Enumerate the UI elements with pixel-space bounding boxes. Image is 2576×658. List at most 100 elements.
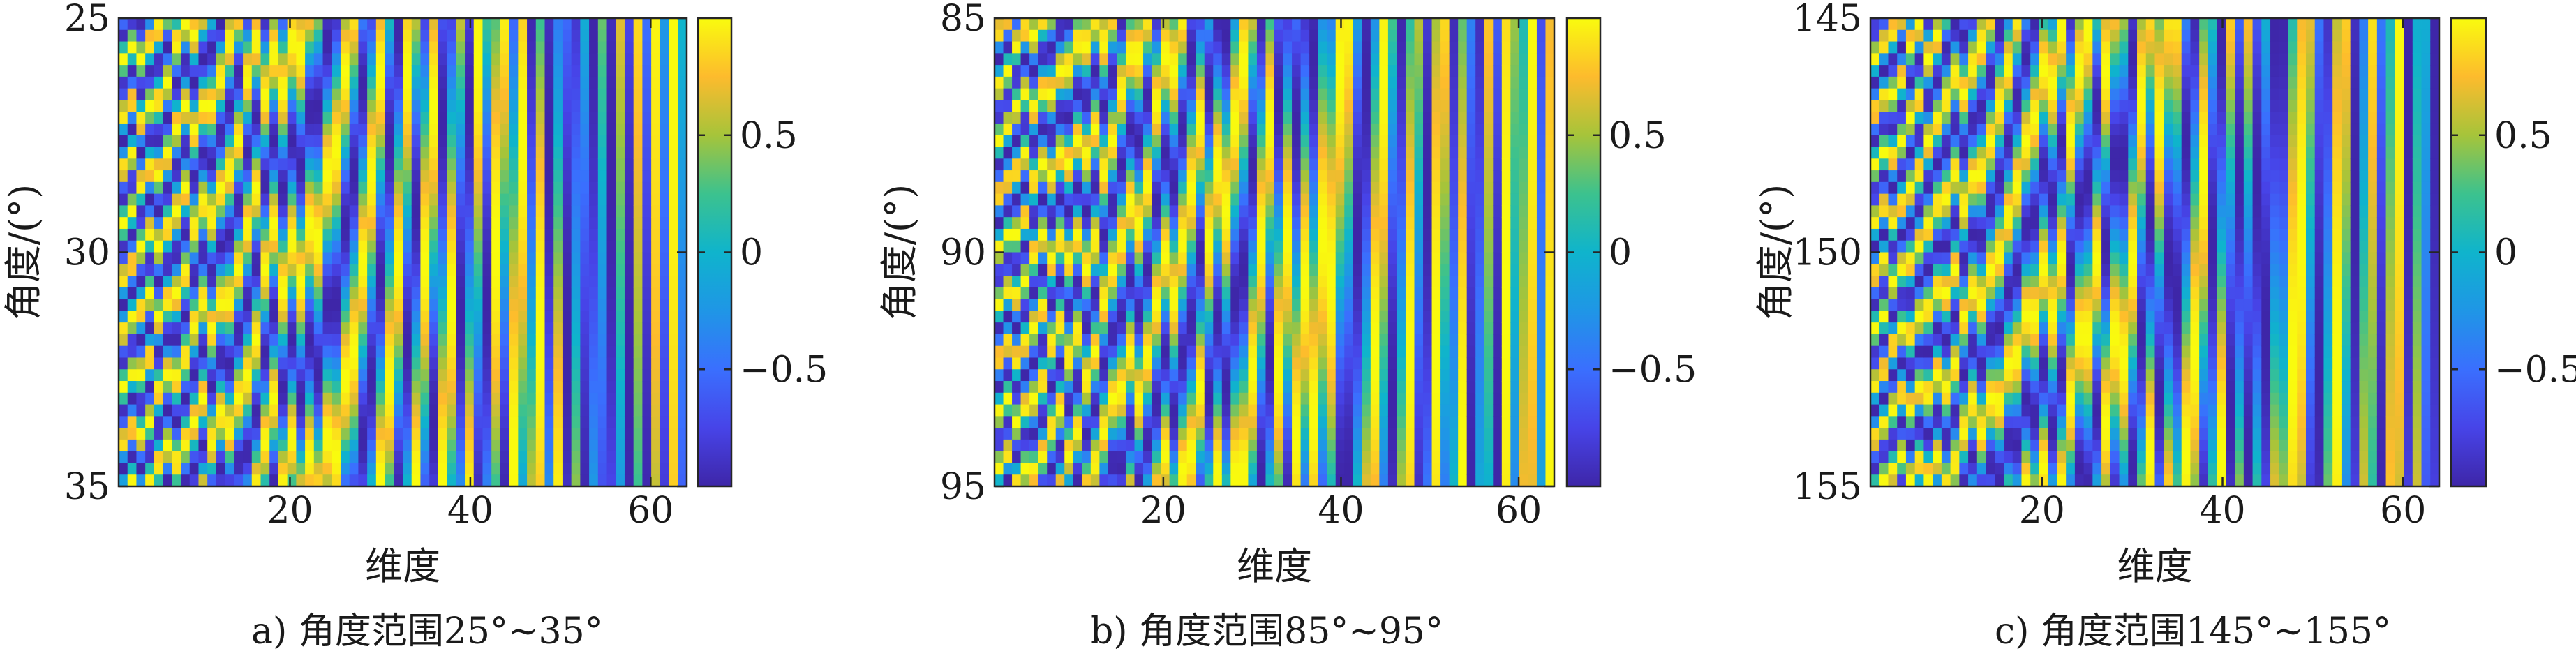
heatmap-cell	[1458, 474, 1468, 487]
heatmap-cell	[1020, 193, 1030, 207]
heatmap-cell	[473, 463, 484, 475]
heatmap-cell	[571, 311, 581, 323]
heatmap-cell	[1431, 311, 1441, 323]
heatmap-cell	[1405, 217, 1415, 230]
heatmap-cell	[1493, 439, 1503, 452]
heatmap-cell	[340, 404, 350, 417]
heatmap-cell	[544, 463, 554, 475]
heatmap-cell	[491, 147, 501, 159]
heatmap-cell	[1038, 123, 1048, 136]
heatmap-cell	[332, 147, 341, 159]
heatmap-cell	[349, 451, 359, 464]
heatmap-cell	[278, 334, 288, 347]
heatmap-cell	[429, 53, 439, 66]
heatmap-cell	[1370, 123, 1380, 136]
heatmap-cell	[1440, 439, 1450, 452]
heatmap-cell	[269, 18, 279, 31]
heatmap-cell	[1458, 276, 1468, 288]
heatmap-cell	[251, 322, 262, 335]
heatmap-cell	[1256, 228, 1267, 241]
heatmap-cell	[429, 264, 439, 276]
heatmap-cell	[473, 53, 484, 66]
heatmap-cell	[1344, 287, 1354, 300]
heatmap-cell	[518, 181, 528, 195]
heatmap-cell	[269, 228, 279, 241]
heatmap-cell	[411, 158, 422, 171]
heatmap-cell	[1143, 240, 1153, 253]
heatmap-cell	[1020, 357, 1030, 370]
heatmap-cell	[482, 416, 492, 428]
heatmap-cell	[375, 428, 386, 440]
heatmap-cell	[1248, 252, 1258, 264]
heatmap-cell	[465, 100, 475, 112]
heatmap-cell	[420, 76, 430, 89]
heatmap-cell	[678, 53, 687, 66]
heatmap-cell	[1274, 311, 1284, 323]
heatmap-cell	[509, 193, 519, 207]
heatmap-cell	[260, 170, 270, 183]
heatmap-cell	[660, 170, 670, 183]
heatmap-cell	[119, 369, 128, 382]
heatmap-cell	[1230, 147, 1240, 159]
heatmap-cell	[1327, 392, 1337, 405]
heatmap-cell	[562, 205, 572, 218]
heatmap-cell	[571, 217, 581, 230]
heatmap-cell	[1186, 181, 1196, 195]
heatmap-cell	[1125, 147, 1136, 159]
heatmap-cell	[243, 334, 253, 347]
heatmap-cell	[1073, 123, 1082, 136]
heatmap-cell	[1186, 158, 1196, 171]
heatmap-cell	[403, 205, 412, 218]
heatmap-cell	[1414, 41, 1424, 54]
heatmap-cell	[429, 252, 439, 264]
heatmap-cell	[562, 428, 572, 440]
heatmap-cell	[225, 88, 234, 101]
heatmap-cell	[367, 158, 377, 171]
heatmap-cell	[385, 240, 394, 253]
heatmap-cell	[269, 357, 279, 370]
heatmap-cell	[1055, 252, 1065, 264]
heatmap-cell	[278, 88, 288, 101]
heatmap-cell	[1125, 276, 1136, 288]
heatmap-cell	[553, 123, 563, 136]
heatmap-cell	[1387, 135, 1398, 148]
heatmap-cell	[1143, 29, 1153, 43]
heatmap-cell	[1493, 100, 1503, 112]
heatmap-cell	[1501, 147, 1511, 159]
heatmap-cell	[509, 123, 519, 136]
heatmap-cell	[606, 311, 616, 323]
heatmap-cell	[127, 439, 137, 452]
heatmap-cell	[260, 41, 270, 54]
heatmap-cell	[420, 18, 430, 31]
heatmap-cell	[1274, 416, 1284, 428]
heatmap-cell	[1099, 322, 1109, 335]
heatmap-cell	[500, 76, 510, 89]
heatmap-cell	[1379, 29, 1389, 43]
heatmap-cell	[1248, 158, 1258, 171]
heatmap-cell	[624, 345, 634, 359]
heatmap-cell	[473, 18, 484, 31]
heatmap-cell	[136, 276, 146, 288]
heatmap-cell	[420, 392, 430, 405]
heatmap-cell	[1362, 88, 1371, 101]
heatmap-cell	[1204, 170, 1214, 183]
heatmap-cell	[403, 123, 412, 136]
heatmap-cell	[624, 41, 634, 54]
heatmap-cell	[1125, 439, 1136, 452]
heatmap-cell	[1493, 276, 1503, 288]
heatmap-cell	[172, 240, 181, 253]
heatmap-cell	[163, 369, 172, 382]
heatmap-cell	[527, 29, 537, 43]
heatmap-cell	[1196, 264, 1205, 276]
heatmap-cell	[189, 217, 200, 230]
heatmap-cell	[1327, 193, 1337, 207]
heatmap-cell	[1064, 228, 1074, 241]
heatmap-cell	[403, 345, 412, 359]
heatmap-cell	[234, 334, 244, 347]
heatmap-cell	[1020, 181, 1030, 195]
heatmap-cell	[562, 463, 572, 475]
heatmap-cell	[651, 135, 661, 148]
heatmap-cell	[1178, 193, 1188, 207]
heatmap-cell	[403, 404, 412, 417]
heatmap-cell	[1493, 416, 1503, 428]
